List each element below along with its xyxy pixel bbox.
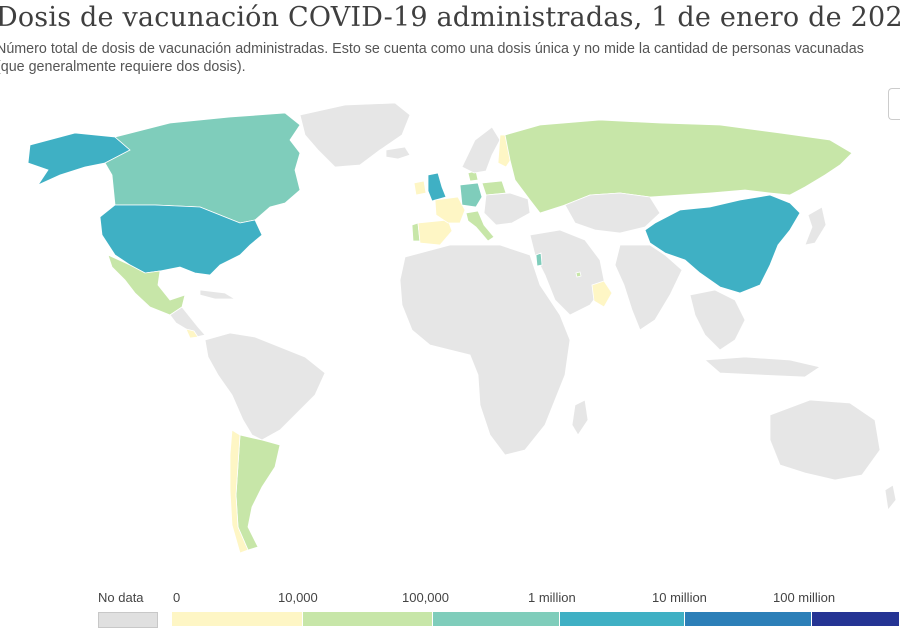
country-south-america-north[interactable] xyxy=(204,332,326,441)
country-russia[interactable] xyxy=(504,119,853,214)
country-germany[interactable] xyxy=(459,182,483,208)
country-china[interactable] xyxy=(644,194,801,294)
country-spain[interactable] xyxy=(417,219,453,246)
country-chile[interactable] xyxy=(229,429,249,554)
legend-bin[interactable] xyxy=(812,612,900,626)
legend-no-data-swatch[interactable] xyxy=(98,612,158,628)
country-united-kingdom[interactable] xyxy=(427,172,447,202)
country-scandinavia[interactable] xyxy=(461,126,501,174)
legend-bin[interactable] xyxy=(560,612,685,626)
legend-bin[interactable] xyxy=(172,612,303,626)
country-australia[interactable] xyxy=(769,399,881,481)
legend-no-data-label: No data xyxy=(98,590,144,605)
legend-tick-label: 100,000 xyxy=(402,590,449,605)
color-legend: No data 0 10,000 100,000 1 million 10 mi… xyxy=(0,585,900,630)
legend-tick-label: 10 million xyxy=(652,590,707,605)
legend-tick-label: 10,000 xyxy=(278,590,318,605)
country-madagascar[interactable] xyxy=(571,399,589,436)
country-south-asia[interactable] xyxy=(614,244,683,331)
country-africa[interactable] xyxy=(399,244,571,456)
country-poland[interactable] xyxy=(481,180,507,196)
country-cuba[interactable] xyxy=(199,289,237,300)
country-united-states-alaska[interactable] xyxy=(27,132,131,186)
legend-bin[interactable] xyxy=(433,612,560,626)
country-france[interactable] xyxy=(434,196,466,224)
country-united-states[interactable] xyxy=(99,204,263,276)
side-panel-toggle[interactable] xyxy=(888,88,900,120)
country-canada[interactable] xyxy=(104,112,301,224)
country-greenland[interactable] xyxy=(299,102,411,168)
country-iceland[interactable] xyxy=(385,146,411,160)
country-israel[interactable] xyxy=(535,252,543,267)
country-new-zealand[interactable] xyxy=(884,484,897,511)
legend-bin[interactable] xyxy=(685,612,812,626)
country-argentina[interactable] xyxy=(235,434,281,551)
country-japan[interactable] xyxy=(804,206,827,246)
country-bahrain[interactable] xyxy=(575,271,582,278)
legend-tick-label: 1 million xyxy=(528,590,576,605)
legend-tick-label: 0 xyxy=(173,590,181,605)
country-central-america[interactable] xyxy=(169,306,206,338)
country-southeast-asia[interactable] xyxy=(689,289,746,351)
country-ireland[interactable] xyxy=(413,180,427,196)
world-map[interactable] xyxy=(0,95,900,565)
country-eastern-europe[interactable] xyxy=(483,192,531,226)
country-indonesia[interactable] xyxy=(704,356,821,378)
page-subtitle: Número total de dosis de vacunación admi… xyxy=(0,41,864,75)
country-central-asia[interactable] xyxy=(564,192,661,234)
country-middle-east[interactable] xyxy=(529,229,606,316)
country-costa-rica[interactable] xyxy=(185,328,199,339)
country-oman[interactable] xyxy=(591,280,613,308)
country-italy[interactable] xyxy=(465,210,495,242)
page-title: Dosis de vacunación COVID-19 administrad… xyxy=(0,2,900,33)
country-mexico[interactable] xyxy=(107,254,186,316)
legend-bin[interactable] xyxy=(303,612,433,626)
legend-tick-label: 100 million xyxy=(773,590,836,605)
